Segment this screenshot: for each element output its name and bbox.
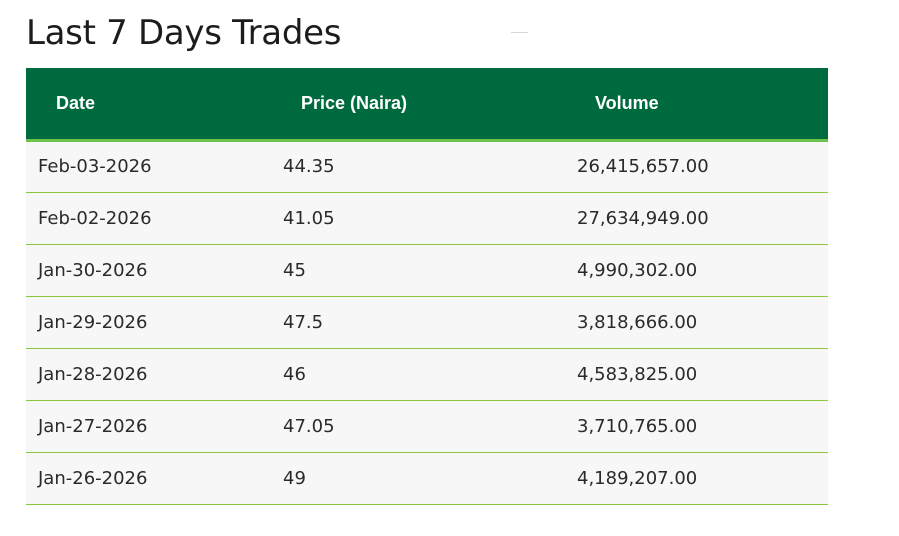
table-row: Feb-03-2026 44.35 26,415,657.00 — [26, 140, 828, 193]
cell-price: 45 — [271, 244, 565, 297]
cell-date: Jan-26-2026 — [26, 452, 271, 505]
cell-price: 44.35 — [271, 140, 565, 193]
divider-mark — [511, 32, 528, 33]
cell-price: 46 — [271, 348, 565, 401]
cell-date: Jan-27-2026 — [26, 400, 271, 453]
column-header-price[interactable]: Price (Naira) — [271, 68, 565, 142]
table-row: Feb-02-2026 41.05 27,634,949.00 — [26, 192, 828, 245]
column-header-volume[interactable]: Volume — [565, 68, 828, 142]
cell-volume: 27,634,949.00 — [565, 192, 828, 245]
cell-date: Jan-30-2026 — [26, 244, 271, 297]
table-row: Jan-27-2026 47.05 3,710,765.00 — [26, 400, 828, 453]
cell-price: 41.05 — [271, 192, 565, 245]
table-row: Jan-26-2026 49 4,189,207.00 — [26, 452, 828, 505]
cell-price: 47.5 — [271, 296, 565, 349]
table-row: Jan-29-2026 47.5 3,818,666.00 — [26, 296, 828, 349]
cell-date: Jan-29-2026 — [26, 296, 271, 349]
cell-volume: 3,710,765.00 — [565, 400, 828, 453]
cell-price: 47.05 — [271, 400, 565, 453]
cell-price: 49 — [271, 452, 565, 505]
cell-volume: 4,583,825.00 — [565, 348, 828, 401]
table-header: Date Price (Naira) Volume — [26, 68, 828, 142]
cell-volume: 4,990,302.00 — [565, 244, 828, 297]
cell-date: Feb-03-2026 — [26, 140, 271, 193]
table-row: Jan-28-2026 46 4,583,825.00 — [26, 348, 828, 401]
cell-volume: 4,189,207.00 — [565, 452, 828, 505]
column-header-date[interactable]: Date — [26, 68, 271, 142]
cell-volume: 26,415,657.00 — [565, 140, 828, 193]
page-title: Last 7 Days Trades — [26, 13, 342, 53]
cell-date: Feb-02-2026 — [26, 192, 271, 245]
table-header-row: Date Price (Naira) Volume — [26, 68, 828, 142]
table-body: Feb-03-2026 44.35 26,415,657.00 Feb-02-2… — [26, 140, 828, 505]
trades-table: Date Price (Naira) Volume Feb-03-2026 44… — [26, 68, 828, 505]
table-row: Jan-30-2026 45 4,990,302.00 — [26, 244, 828, 297]
cell-date: Jan-28-2026 — [26, 348, 271, 401]
cell-volume: 3,818,666.00 — [565, 296, 828, 349]
